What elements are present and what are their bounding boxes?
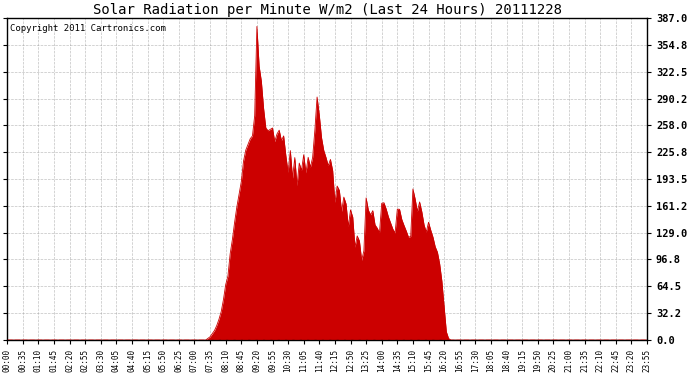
Text: Copyright 2011 Cartronics.com: Copyright 2011 Cartronics.com — [10, 24, 166, 33]
Title: Solar Radiation per Minute W/m2 (Last 24 Hours) 20111228: Solar Radiation per Minute W/m2 (Last 24… — [92, 3, 562, 17]
